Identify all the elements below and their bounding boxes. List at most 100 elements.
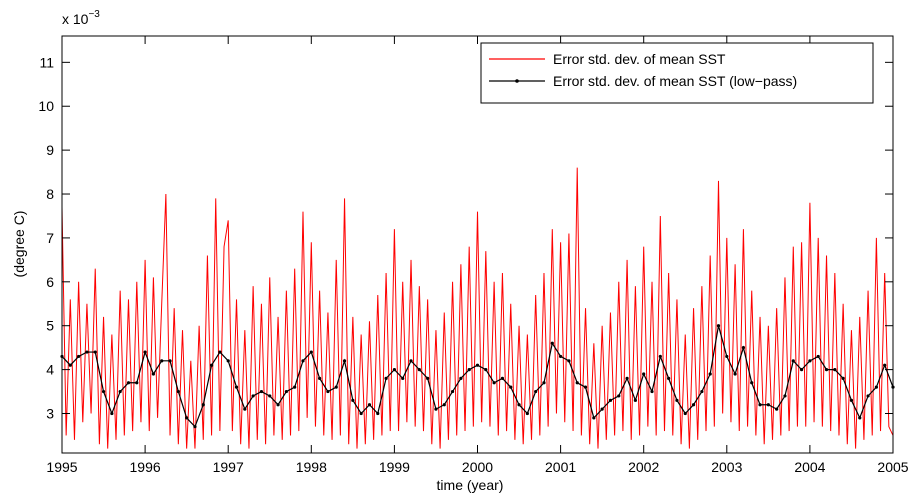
- series-marker: [359, 411, 363, 416]
- series-marker: [608, 398, 613, 402]
- x-tick-label: 1996: [130, 459, 161, 475]
- series-marker: [293, 385, 297, 389]
- series-marker: [791, 359, 795, 363]
- legend-marker: [515, 79, 519, 83]
- series-marker: [467, 368, 471, 372]
- series-marker: [700, 389, 704, 394]
- series-marker: [525, 411, 529, 416]
- series-marker: [550, 341, 554, 345]
- series-marker: [650, 389, 654, 394]
- series-marker: [708, 372, 712, 376]
- series-marker: [68, 363, 72, 367]
- series-marker: [426, 376, 430, 380]
- series-marker: [392, 368, 396, 372]
- y-tick-label: 9: [46, 142, 54, 158]
- series-marker: [218, 350, 222, 354]
- y-tick-label: 11: [39, 54, 54, 70]
- series-marker: [725, 354, 729, 359]
- series-marker: [575, 381, 579, 385]
- series-marker: [534, 389, 538, 394]
- series-marker: [143, 350, 147, 354]
- series-marker: [442, 403, 446, 407]
- x-tick-label: 2001: [545, 459, 576, 475]
- series-marker: [559, 354, 563, 359]
- series-marker: [799, 368, 804, 372]
- x-tick-label: 1998: [296, 459, 327, 475]
- series-marker: [168, 359, 172, 363]
- x-tick-label: 1999: [379, 459, 410, 475]
- series-marker: [450, 389, 455, 394]
- x-tick-label: 1997: [213, 459, 244, 475]
- series-marker: [334, 385, 338, 389]
- series-marker: [193, 425, 197, 429]
- series-marker: [600, 407, 604, 411]
- series-marker: [226, 359, 230, 363]
- series-marker: [376, 411, 380, 416]
- series-marker: [783, 394, 787, 398]
- series-marker: [475, 363, 480, 367]
- y-tick-label: 4: [46, 362, 54, 378]
- series-marker: [750, 381, 754, 385]
- series-marker: [185, 416, 189, 420]
- y-multiplier: x 10−3: [62, 9, 100, 27]
- series-marker: [268, 394, 272, 398]
- legend-label: Error std. dev. of mean SST (low−pass): [553, 73, 797, 89]
- series-marker: [874, 385, 878, 389]
- series-marker: [866, 394, 870, 398]
- series-marker: [301, 359, 305, 363]
- series-marker: [517, 403, 521, 407]
- series-line: [61, 167, 894, 449]
- series-marker: [110, 411, 114, 416]
- x-tick-label: 2004: [794, 459, 825, 475]
- series-marker: [683, 411, 687, 416]
- series-marker: [824, 368, 829, 372]
- series-marker: [234, 385, 239, 389]
- legend-label: Error std. dev. of mean SST: [553, 51, 726, 67]
- series-marker: [367, 403, 372, 407]
- series-marker: [816, 354, 820, 359]
- series-marker: [77, 354, 81, 359]
- series-marker: [658, 354, 662, 359]
- x-axis-label: time (year): [437, 477, 504, 493]
- series-marker: [409, 359, 413, 363]
- series-marker: [633, 398, 637, 402]
- series-marker: [492, 381, 496, 385]
- series-marker: [342, 359, 347, 363]
- series-marker: [625, 376, 629, 380]
- x-tick-label: 1995: [46, 459, 77, 475]
- series-marker: [126, 381, 131, 385]
- series-marker: [201, 403, 205, 407]
- series-marker: [883, 363, 887, 367]
- y-tick-label: 6: [46, 274, 54, 290]
- series-marker: [583, 385, 588, 389]
- x-tick-label: 2003: [711, 459, 742, 475]
- legend: Error std. dev. of mean SST Error std. de…: [480, 42, 874, 104]
- legend-box: [480, 42, 874, 104]
- y-tick-label: 10: [38, 98, 54, 114]
- series-marker: [459, 376, 463, 380]
- series-marker: [434, 407, 438, 411]
- series-marker: [766, 403, 770, 407]
- series-marker: [384, 376, 388, 380]
- series-marker: [318, 376, 322, 380]
- series-marker: [351, 398, 355, 402]
- y-axis-label: (degree C): [11, 211, 27, 278]
- series-marker: [326, 389, 330, 394]
- series-marker: [741, 346, 746, 350]
- series-marker: [276, 403, 280, 407]
- series-marker: [858, 416, 862, 420]
- x-tick-label: 2000: [462, 459, 493, 475]
- series-marker: [617, 394, 621, 398]
- y-multiplier-base: x 10: [62, 11, 89, 27]
- series-marker: [209, 363, 214, 367]
- series-marker: [118, 389, 122, 394]
- y-tick-label: 7: [46, 230, 54, 246]
- series-marker: [484, 368, 488, 372]
- series-marker: [284, 389, 288, 394]
- series-marker: [833, 368, 837, 372]
- series-marker: [401, 376, 405, 380]
- series-marker: [841, 376, 845, 380]
- x-tick-label: 2002: [628, 459, 659, 475]
- series-marker: [101, 389, 106, 394]
- series-marker: [151, 372, 156, 376]
